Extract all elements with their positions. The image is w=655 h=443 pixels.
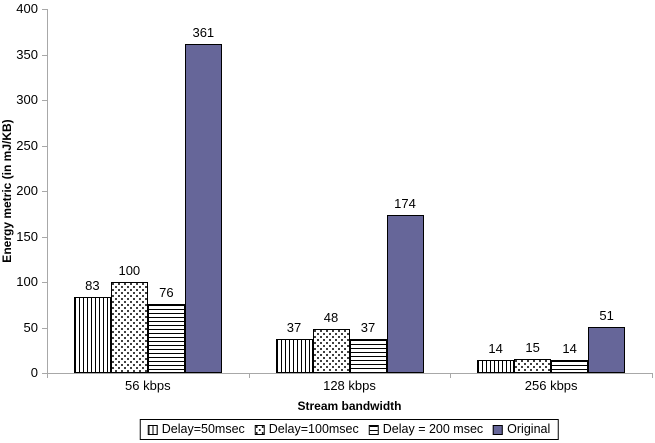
legend-item: Delay = 200 msec [368,422,484,436]
bar-value-label: 83 [85,278,100,293]
bar-vertical-lines [275,339,313,373]
bar-dots [514,359,552,373]
x-axis-category-label: 128 kbps [323,378,376,393]
legend-label: Delay=50msec [161,422,245,436]
legend-marker-solid-icon [493,424,504,435]
legend-marker-dots-icon [254,424,265,435]
y-axis-tick-label: 250 [16,137,38,153]
y-axis-tick [42,236,47,238]
bar-vertical-lines [73,297,111,373]
y-axis-tick [42,327,47,329]
bar-dots [312,329,350,373]
y-axis-tick [42,191,47,192]
legend-marker-horizontal-lines-icon [368,424,379,435]
y-axis-line [47,9,48,374]
bar-value-label: 361 [192,25,215,40]
bar-solid [588,327,626,373]
y-axis-tick [42,282,47,283]
y-axis-tick [42,9,47,10]
bar-horizontal-lines [349,339,387,373]
bar-value-label: 14 [488,341,503,356]
legend-item: Delay=100msec [254,422,359,436]
x-axis-tick [450,373,452,378]
x-axis-tick [248,373,250,378]
legend-marker-vertical-lines-icon [147,424,158,435]
y-axis-tick [42,145,47,147]
y-axis-tick-label: 150 [16,228,38,244]
x-axis-category-label: 56 kbps [125,378,171,393]
y-axis-tick [42,100,47,101]
legend-item: Delay=50msec [147,422,245,436]
x-axis-tick [652,373,653,378]
x-axis-tick [47,373,48,378]
y-axis-tick [42,373,47,374]
bar-value-label: 15 [525,340,540,355]
legend-label: Delay = 200 msec [382,422,484,436]
bar-value-label: 51 [599,308,614,323]
y-axis-tick-label: 50 [23,319,38,335]
y-axis-tick-label: 400 [16,1,38,16]
x-axis-category-label: 256 kbps [524,378,578,393]
bar-horizontal-lines [147,304,185,373]
legend-label: Delay=100msec [268,422,359,436]
bar-value-label: 76 [159,285,174,300]
bar-horizontal-lines [551,360,589,373]
bar-solid [386,215,424,373]
y-axis-tick-label: 0 [30,365,38,380]
bar-value-label: 37 [286,320,302,335]
legend: Delay=50msec Delay=100msec Delay = 200 mse… [139,419,559,440]
bar-vertical-lines [477,360,515,373]
bar-value-label: 14 [562,341,577,356]
y-axis-tick-label: 100 [16,274,38,289]
bar-dots [110,282,148,373]
y-axis-tick-label: 300 [16,92,38,107]
bar-value-label: 37 [360,320,376,335]
x-axis-line [47,373,652,374]
bar-value-label: 48 [323,310,339,325]
bar-value-label: 174 [394,196,416,211]
bar-value-label: 100 [118,263,141,278]
legend-item: Original [493,423,550,436]
x-axis-title: Stream bandwidth [297,399,402,413]
y-axis-tick-label: 350 [16,46,38,62]
y-axis-tick-label: 200 [16,183,38,198]
legend-label: Original [507,422,551,436]
y-axis-tick [42,54,47,56]
bar-solid [184,44,222,373]
